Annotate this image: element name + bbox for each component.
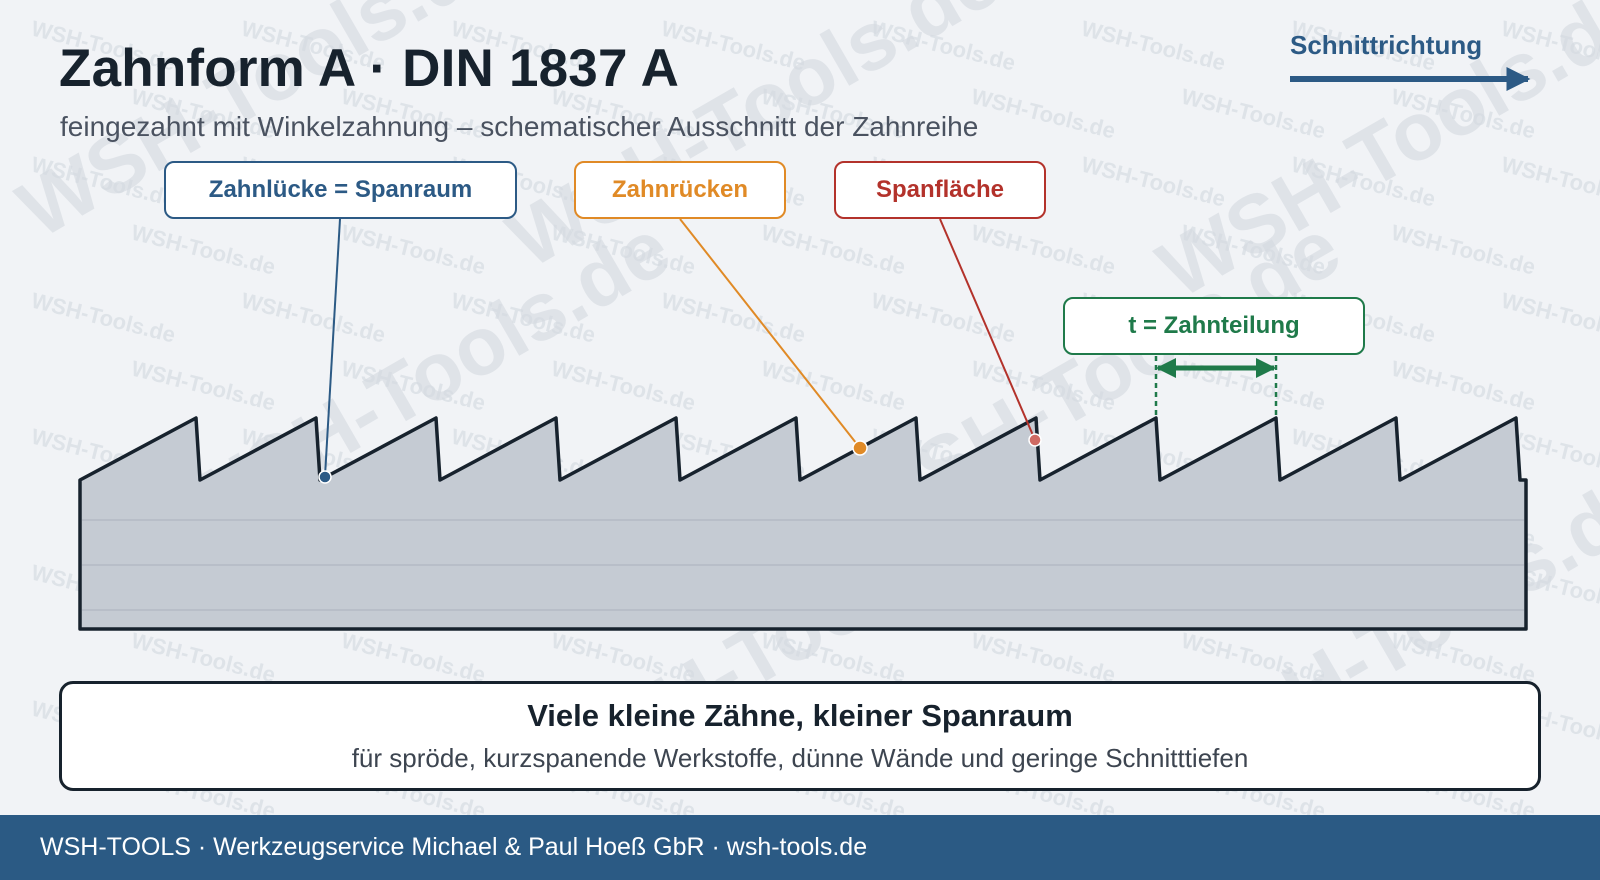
callout-tooth-pitch: t = Zahnteilung xyxy=(1063,297,1365,355)
back-leader-line xyxy=(679,218,861,449)
summary-text: für spröde, kurzspanende Werkstoffe, dün… xyxy=(351,743,1249,773)
gap-leader-line xyxy=(324,218,341,477)
saw-blade-body xyxy=(78,416,1528,631)
face-leader-line xyxy=(939,218,1036,441)
footer-bar: WSH-TOOLS · Werkzeugservice Michael & Pa… xyxy=(0,815,1600,880)
callout-tooth-gap: Zahnlücke = Spanraum xyxy=(164,161,517,219)
face-marker-dot xyxy=(1028,433,1042,447)
gap-marker-dot xyxy=(318,470,332,484)
page-subtitle: feingezahnt mit Winkelzahnung – schemati… xyxy=(60,111,979,142)
summary-title: Viele kleine Zähne, kleiner Spanraum xyxy=(527,698,1073,733)
cutting-direction-label: Schnittrichtung xyxy=(1290,30,1483,60)
back-marker-dot xyxy=(852,440,868,456)
callout-rake-face: Spanfläche xyxy=(834,161,1046,219)
callout-tooth-back: Zahnrücken xyxy=(574,161,786,219)
summary-box: Viele kleine Zähne, kleiner Spanraum für… xyxy=(59,681,1541,791)
page-title: Zahnform A · DIN 1837 A xyxy=(59,39,680,98)
